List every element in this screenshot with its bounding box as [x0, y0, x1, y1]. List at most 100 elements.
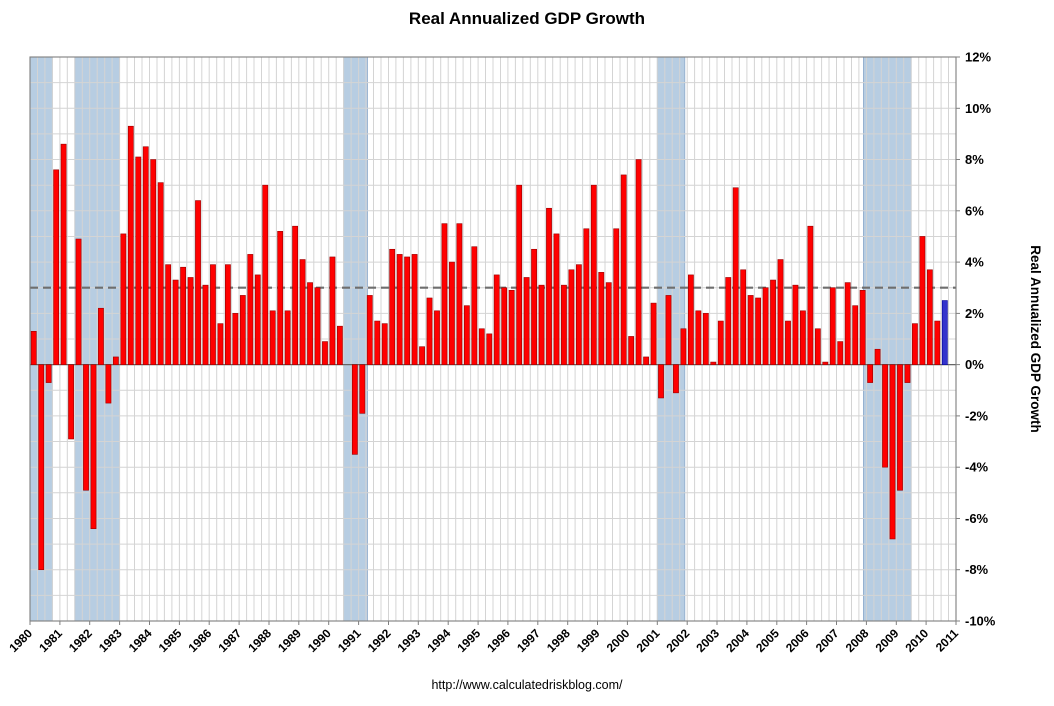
bar: [561, 284, 567, 365]
bar: [777, 259, 784, 365]
y-tick-label: 10%: [965, 101, 991, 116]
bar: [329, 256, 336, 365]
x-tick-label: 1982: [66, 626, 95, 655]
x-tick-label: 1991: [335, 626, 364, 655]
bar: [83, 364, 89, 491]
x-tick-label: 2002: [664, 626, 693, 655]
bar: [247, 254, 254, 365]
y-tick-label: -10%: [965, 614, 996, 629]
bar: [822, 361, 829, 365]
x-tick-label: 1986: [186, 626, 215, 655]
bar: [643, 356, 649, 365]
x-tick-label: 2009: [873, 626, 902, 655]
x-tick-label: 1984: [126, 626, 155, 655]
plot-border: [29, 56, 957, 622]
x-tick-label: 2003: [693, 626, 722, 655]
bar: [307, 282, 313, 365]
y-tick-label: 0%: [965, 357, 984, 372]
bar: [374, 320, 381, 365]
bar: [60, 143, 67, 365]
x-tick-label: 1999: [574, 626, 603, 655]
bar: [45, 364, 52, 383]
y-tick-label: 4%: [965, 255, 984, 270]
bar: [135, 156, 142, 365]
bar: [747, 295, 754, 365]
x-tick-label: 1994: [425, 626, 454, 655]
bar: [852, 305, 859, 365]
y-tick-label: 12%: [965, 50, 991, 65]
x-tick-label: 1981: [36, 626, 65, 655]
bar: [112, 356, 119, 365]
chart-title: Real Annualized GDP Growth: [408, 9, 646, 28]
x-tick-label: 1987: [215, 626, 244, 655]
bar: [859, 289, 866, 365]
bar: [486, 333, 493, 365]
bar: [785, 320, 791, 365]
bar: [844, 282, 851, 365]
x-tick-label: 1997: [514, 626, 543, 655]
bar: [553, 233, 560, 365]
bar: [434, 310, 440, 365]
bar: [232, 313, 239, 365]
gridlines: [30, 56, 956, 622]
bar: [934, 320, 941, 365]
bar: [292, 225, 298, 365]
bar: [717, 320, 724, 365]
bar: [889, 364, 896, 540]
x-tick-label: 1998: [544, 626, 573, 655]
bar: [396, 254, 403, 365]
bar: [337, 325, 343, 365]
bar: [105, 364, 112, 404]
bar: [926, 269, 933, 365]
y-axis-title: Real Annualized GDP Growth: [1028, 245, 1043, 433]
x-tick-label: 1980: [6, 626, 35, 655]
y-tick-label: 2%: [965, 306, 984, 321]
bar: [30, 331, 37, 365]
bar: [695, 310, 702, 365]
bar: [359, 364, 366, 414]
bar: [829, 287, 836, 365]
bar: [150, 159, 157, 365]
bar: [98, 307, 104, 365]
bar: [441, 223, 448, 365]
y-axis-labels: 12% 10% 8% 6% 4% 2% 0% -2% -4% -6% -8% -10%: [956, 50, 996, 629]
x-tick-label: 1989: [275, 626, 304, 655]
x-tick-label: 2008: [843, 626, 872, 655]
bar: [516, 184, 523, 365]
bar: [732, 187, 739, 365]
x-tick-label: 1990: [305, 626, 334, 655]
source-url: http://www.calculatedriskblog.com/: [431, 678, 623, 692]
bar-highlight: [941, 300, 948, 365]
bar: [157, 182, 164, 365]
bar: [239, 295, 246, 365]
bar: [366, 295, 373, 365]
x-tick-label: 2006: [783, 626, 812, 655]
bar: [478, 328, 485, 365]
bar: [613, 228, 620, 365]
bar: [351, 364, 358, 455]
bar: [426, 297, 433, 365]
bar: [680, 328, 687, 365]
x-tick-label: 1988: [245, 626, 274, 655]
bar: [254, 274, 261, 365]
x-tick-label: 1992: [365, 626, 394, 655]
bar: [501, 287, 508, 365]
bar: [912, 323, 918, 365]
x-tick-label: 1995: [454, 626, 483, 655]
bars: [30, 125, 948, 571]
y-tick-label: -4%: [965, 460, 989, 475]
bar: [120, 233, 127, 365]
bar: [531, 248, 537, 365]
bar: [187, 277, 194, 365]
bar: [583, 228, 590, 365]
bar: [897, 364, 903, 491]
bar: [605, 282, 612, 365]
x-tick-label: 1983: [96, 626, 125, 655]
bar: [127, 125, 134, 365]
bar: [142, 146, 149, 365]
x-axis-labels: 1980 1981 1982 1983 1984 1985 1986 1987 1988 1989…: [6, 621, 961, 655]
bar: [725, 277, 732, 365]
bar: [635, 159, 642, 365]
bar: [628, 336, 635, 365]
